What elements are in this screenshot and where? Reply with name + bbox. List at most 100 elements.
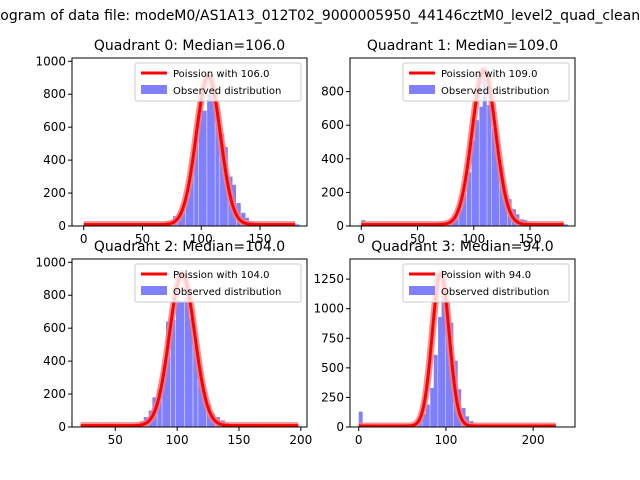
x-tick-label: 150 xyxy=(519,232,542,246)
y-tick-label: 800 xyxy=(43,288,66,302)
histogram-bar xyxy=(295,224,300,226)
quadrant-1-legend: Poission with 109.0 Observed distribution xyxy=(402,62,570,102)
histogram-bar xyxy=(467,172,472,226)
histogram-bar xyxy=(445,301,450,427)
histogram-bar xyxy=(188,318,193,427)
quadrant-3-panel: 0 100 200 0 250 500 750 1000 1250 Quadrant 3: Med… xyxy=(313,239,576,447)
histogram-bar xyxy=(563,224,568,226)
quadrant-0-panel: 0 50 100 150 0 200 400 600 800 1000 Quadrant 0: Me… xyxy=(35,38,308,246)
axes-frame xyxy=(71,258,308,428)
quadrant-0-legend: Poission with 106.0 Observed distribution xyxy=(134,62,302,102)
x-tick-label: 50 xyxy=(135,232,150,246)
quadrant-2-panel: 50 100 150 200 0 200 400 600 800 1000 Quadrant 2: … xyxy=(35,239,312,447)
histogram-bar xyxy=(459,209,464,226)
histogram-bar xyxy=(162,364,167,427)
histogram-bar xyxy=(179,301,185,427)
histogram-bar xyxy=(201,391,207,427)
histogram-bar xyxy=(207,94,212,226)
y-tick-label: 500 xyxy=(321,361,344,375)
legend-histogram-swatch xyxy=(409,85,435,94)
y-tick-label: 0 xyxy=(58,420,66,434)
legend-fit-label: Poission with 94.0 xyxy=(441,270,531,281)
histogram-bar xyxy=(185,198,191,226)
y-tick-label: 600 xyxy=(321,118,344,132)
fit-line xyxy=(82,74,297,226)
y-tick-label: 400 xyxy=(43,354,66,368)
histogram-bar xyxy=(503,190,508,226)
histogram-bar xyxy=(210,77,215,226)
fit-line xyxy=(360,68,565,226)
legend-histogram-label: Observed distribution xyxy=(173,287,281,298)
histogram-bar xyxy=(482,73,487,226)
quadrant-3-title: Quadrant 3: Median=94.0 xyxy=(371,239,553,255)
histogram-bar xyxy=(198,110,204,226)
axes-frame xyxy=(349,57,576,227)
y-tick-label: 1250 xyxy=(313,272,344,286)
legend-box xyxy=(134,62,302,102)
legend-fit-label: Poission with 106.0 xyxy=(173,69,269,80)
x-tick-label: 50 xyxy=(410,232,425,246)
histogram-bar xyxy=(425,404,430,427)
legend-fit-label: Poission with 109.0 xyxy=(441,69,537,80)
legend-histogram-label: Observed distribution xyxy=(441,287,549,298)
y-tick-label: 800 xyxy=(321,85,344,99)
histogram-bar xyxy=(479,106,484,226)
legend-histogram-label: Observed distribution xyxy=(441,86,549,97)
quadrant-0-plot-area xyxy=(80,72,300,226)
x-tick-label: 200 xyxy=(289,433,312,447)
histogram-bar xyxy=(438,316,443,427)
y-tick-label: 600 xyxy=(43,120,66,134)
legend-box xyxy=(402,263,570,303)
y-tick-label: 1000 xyxy=(313,302,344,316)
quadrant-1-plot-area xyxy=(358,66,568,226)
quadrant-1-title: Quadrant 1: Median=109.0 xyxy=(367,38,558,54)
x-tick-label: 200 xyxy=(522,433,545,447)
x-tick-label: 0 xyxy=(80,232,88,246)
quadrant-2-legend: Poission with 104.0 Observed distribution xyxy=(134,263,302,303)
histogram-bar xyxy=(175,300,181,427)
quadrant-0-title: Quadrant 0: Median=106.0 xyxy=(94,38,285,54)
axes-frame xyxy=(71,57,308,227)
histogram-bar xyxy=(474,120,479,226)
histogram-bar xyxy=(194,140,199,226)
histogram-bar xyxy=(495,150,500,226)
axes-frame xyxy=(349,258,576,428)
legend-fit-label: Poission with 104.0 xyxy=(173,270,269,281)
histogram-bar xyxy=(189,163,194,226)
histogram-bar xyxy=(215,107,220,226)
x-tick-label: 150 xyxy=(228,433,251,447)
fit-line xyxy=(357,271,557,427)
histogram-bar xyxy=(184,298,190,427)
legend-histogram-swatch xyxy=(141,85,167,94)
x-tick-label: 0 xyxy=(355,433,363,447)
y-tick-label: 800 xyxy=(43,87,66,101)
histogram-bar xyxy=(430,387,435,427)
x-tick-label: 100 xyxy=(166,433,189,447)
quadrant-3-legend: Poission with 94.0 Observed distribution xyxy=(402,263,570,303)
figure-suptitle: Histogram of data file: modeM0/AS1A13_01… xyxy=(0,8,640,24)
histogram-bar xyxy=(198,371,203,427)
y-tick-label: 400 xyxy=(43,153,66,167)
y-tick-label: 0 xyxy=(336,420,344,434)
x-tick-label: 100 xyxy=(434,433,457,447)
y-tick-label: 200 xyxy=(43,186,66,200)
histogram-bar xyxy=(220,133,225,226)
x-tick-label: 100 xyxy=(190,232,213,246)
histogram-bar xyxy=(462,194,467,226)
legend-box xyxy=(402,62,570,102)
histogram-bar xyxy=(202,110,207,226)
y-tick-label: 250 xyxy=(321,390,344,404)
legend-histogram-swatch xyxy=(141,286,167,295)
x-tick-label: 100 xyxy=(462,232,485,246)
y-tick-label: 1000 xyxy=(35,255,66,269)
y-tick-label: 200 xyxy=(43,387,66,401)
histogram-bar xyxy=(433,354,438,427)
histogram-bar xyxy=(170,319,176,427)
histogram-bar xyxy=(499,167,504,226)
histogram-bar xyxy=(471,140,476,226)
x-tick-label: 150 xyxy=(249,232,272,246)
histogram-bar xyxy=(487,105,492,226)
histogram-bar xyxy=(491,128,496,226)
histogram-bar xyxy=(193,346,198,427)
